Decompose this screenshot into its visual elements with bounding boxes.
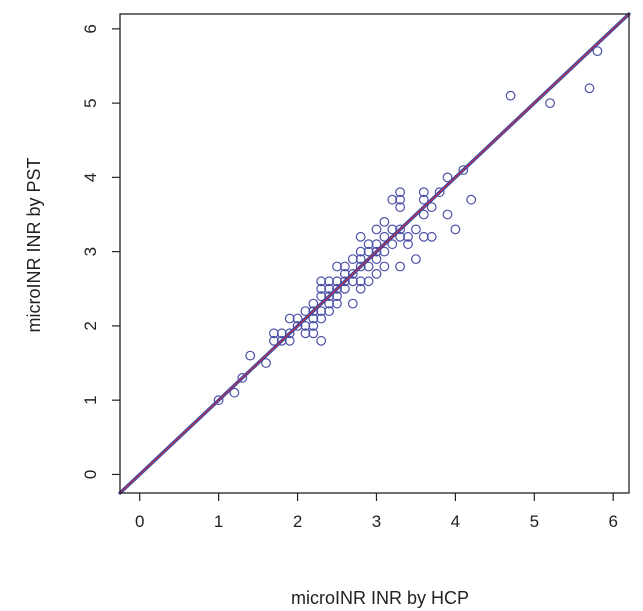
y-tick-label: 4 <box>81 173 100 182</box>
data-point <box>546 99 555 108</box>
x-axis-title: microINR INR by HCP <box>291 588 469 608</box>
data-point <box>372 225 381 234</box>
x-axis: 0 1 2 3 4 5 6 <box>135 493 618 531</box>
y-tick-label: 3 <box>81 247 100 256</box>
data-point <box>396 262 405 271</box>
x-tick-label: 4 <box>451 512 460 531</box>
data-point <box>356 233 365 242</box>
data-point <box>585 84 594 93</box>
x-tick-label: 3 <box>372 512 381 531</box>
data-point <box>451 225 460 234</box>
x-tick-label: 6 <box>608 512 617 531</box>
identity-line <box>120 14 629 493</box>
data-point <box>443 210 452 219</box>
data-point <box>380 262 389 271</box>
y-tick-label: 2 <box>81 321 100 330</box>
data-point <box>372 270 381 279</box>
y-axis-title: microINR INR by PST <box>24 157 44 332</box>
data-point <box>246 351 255 360</box>
y-tick-label: 0 <box>81 470 100 479</box>
x-tick-label: 2 <box>293 512 302 531</box>
y-axis: 0 1 2 3 4 5 6 <box>81 24 120 479</box>
y-tick-label: 1 <box>81 395 100 404</box>
data-point <box>467 195 476 204</box>
data-point <box>349 299 358 308</box>
identity-line-inner <box>120 14 629 493</box>
x-tick-label: 5 <box>530 512 539 531</box>
data-point <box>317 337 326 346</box>
y-tick-label: 6 <box>81 24 100 33</box>
data-point <box>506 91 515 100</box>
x-tick-label: 0 <box>135 512 144 531</box>
x-tick-label: 1 <box>214 512 223 531</box>
y-tick-label: 5 <box>81 98 100 107</box>
data-point <box>412 255 421 264</box>
data-point <box>380 218 389 227</box>
data-point <box>412 225 421 234</box>
